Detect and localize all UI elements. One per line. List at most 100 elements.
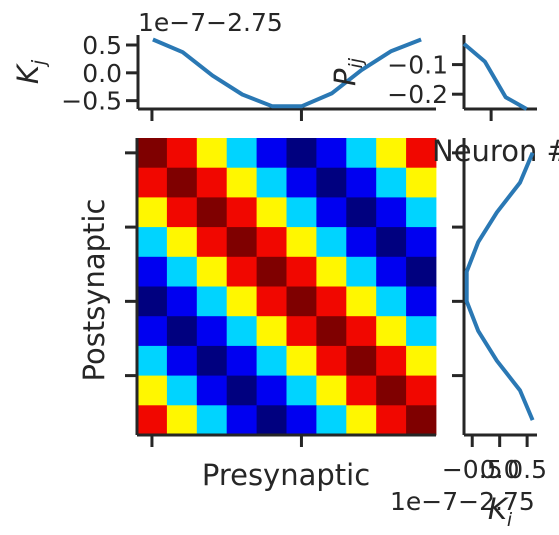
right-x-tick-label: 0.5 (507, 455, 547, 484)
top-y-label: Kj (11, 59, 50, 84)
heatmap-cell (406, 138, 437, 169)
heatmap-cell (316, 405, 347, 436)
heatmap-cell (196, 197, 228, 228)
heatmap-cell (166, 167, 198, 198)
heatmap-cell (137, 138, 168, 169)
heatmap-cell (346, 316, 377, 347)
heatmap-cell (196, 256, 228, 287)
heatmap-cell (196, 167, 228, 198)
top-y-tick-label: 0.5 (82, 31, 122, 60)
heatmap-cell (376, 405, 407, 436)
top-line-panel: 1e−7−2.75 Kj 0.50.0−0.5 (11, 8, 436, 121)
heatmap-cell (226, 375, 257, 406)
heatmap-cell (166, 345, 198, 376)
heatmap-cell (137, 345, 168, 376)
right-y-ticks (452, 151, 464, 378)
heatmap-cell (406, 256, 437, 287)
heatmap-cell (256, 197, 287, 228)
heatmap-cell (256, 256, 287, 287)
heatmap-cell (406, 375, 437, 406)
heatmap-cell (376, 375, 407, 406)
heatmap-cell (226, 286, 257, 317)
heatmap-cell (286, 405, 317, 436)
heatmap-cell (346, 256, 377, 287)
heatmap-cell (137, 227, 168, 258)
right-series-line (464, 152, 535, 421)
heatmap-cell (346, 405, 377, 436)
top-y-tick-label: 0.0 (82, 59, 122, 88)
heatmap-cell (406, 167, 437, 198)
right-x-label: Ki (488, 492, 513, 531)
heatmap-cell (256, 138, 287, 169)
right-x-tick-label: −0.5 (442, 455, 503, 484)
heatmap-cell (256, 316, 287, 347)
heatmap-cell (316, 167, 347, 198)
heatmap-cell (406, 197, 437, 228)
right-offset-text: 1e−7−2.75 (390, 487, 535, 516)
heatmap-cell (376, 345, 407, 376)
heatmap-cell (196, 316, 228, 347)
heatmap-cell (256, 286, 287, 317)
heatmap-cell (286, 286, 317, 317)
heatmap-cell (166, 256, 198, 287)
heatmap-cell (346, 375, 377, 406)
heatmap-cell (166, 405, 198, 436)
heatmap-y-ticks (125, 151, 137, 378)
heatmap-cell (286, 375, 317, 406)
heatmap-panel: Presynaptic Postsynaptic (77, 138, 437, 492)
heatmap-x-ticks (150, 435, 303, 447)
heatmap-cell (316, 316, 347, 347)
heatmap-cell (256, 227, 287, 258)
heatmap-cell (166, 316, 198, 347)
corner-y-ticks: −0.1−0.2 (387, 51, 464, 109)
heatmap-cell (406, 316, 437, 347)
heatmap-cell (226, 405, 257, 436)
heatmap-cell (406, 345, 437, 376)
top-x-ticks (150, 109, 303, 121)
heatmap-cell (316, 138, 347, 169)
heatmap-cell (376, 138, 407, 169)
heatmap-cell (226, 256, 257, 287)
heatmap-cell (137, 286, 168, 317)
heatmap-cell (316, 256, 347, 287)
heatmap-cell (376, 197, 407, 228)
heatmap-cell (137, 197, 168, 228)
heatmap-cell (406, 286, 437, 317)
heatmap-cell (196, 138, 228, 169)
heatmap-cell (376, 167, 407, 198)
heatmap-cell (376, 256, 407, 287)
top-offset-text: 1e−7−2.75 (138, 8, 283, 37)
heatmap-cell (376, 227, 407, 258)
heatmap-cell (286, 345, 317, 376)
right-x-tick-label: 0.0 (480, 455, 520, 484)
heatmap-cell (286, 227, 317, 258)
corner-y-tick-label: −0.1 (387, 51, 448, 80)
heatmap-cell (256, 345, 287, 376)
heatmap-cell (256, 375, 287, 406)
heatmap-cell (346, 227, 377, 258)
heatmap-cell (406, 227, 437, 258)
heatmap-cell (376, 316, 407, 347)
corner-y-tick-label: −0.2 (387, 80, 448, 109)
heatmap-cell (286, 167, 317, 198)
heatmap-cell (346, 138, 377, 169)
heatmap-cell (316, 227, 347, 258)
heatmap-cells (137, 138, 437, 436)
heatmap-cell (226, 138, 257, 169)
heatmap-cell (286, 316, 317, 347)
right-x-ticks: −0.50.00.5 (442, 435, 547, 484)
heatmap-cell (166, 227, 198, 258)
heatmap-cell (346, 286, 377, 317)
heatmap-y-label: Postsynaptic (77, 199, 111, 382)
corner-line-panel: Pij −0.1−0.2 Neuron # (328, 35, 559, 168)
heatmap-cell (316, 286, 347, 317)
heatmap-cell (346, 197, 377, 228)
heatmap-cell (166, 286, 198, 317)
corner-x-label: Neuron # (432, 134, 559, 168)
corner-series-line (462, 42, 528, 111)
heatmap-cell (346, 345, 377, 376)
heatmap-cell (286, 256, 317, 287)
heatmap-cell (226, 345, 257, 376)
heatmap-cell (196, 286, 228, 317)
